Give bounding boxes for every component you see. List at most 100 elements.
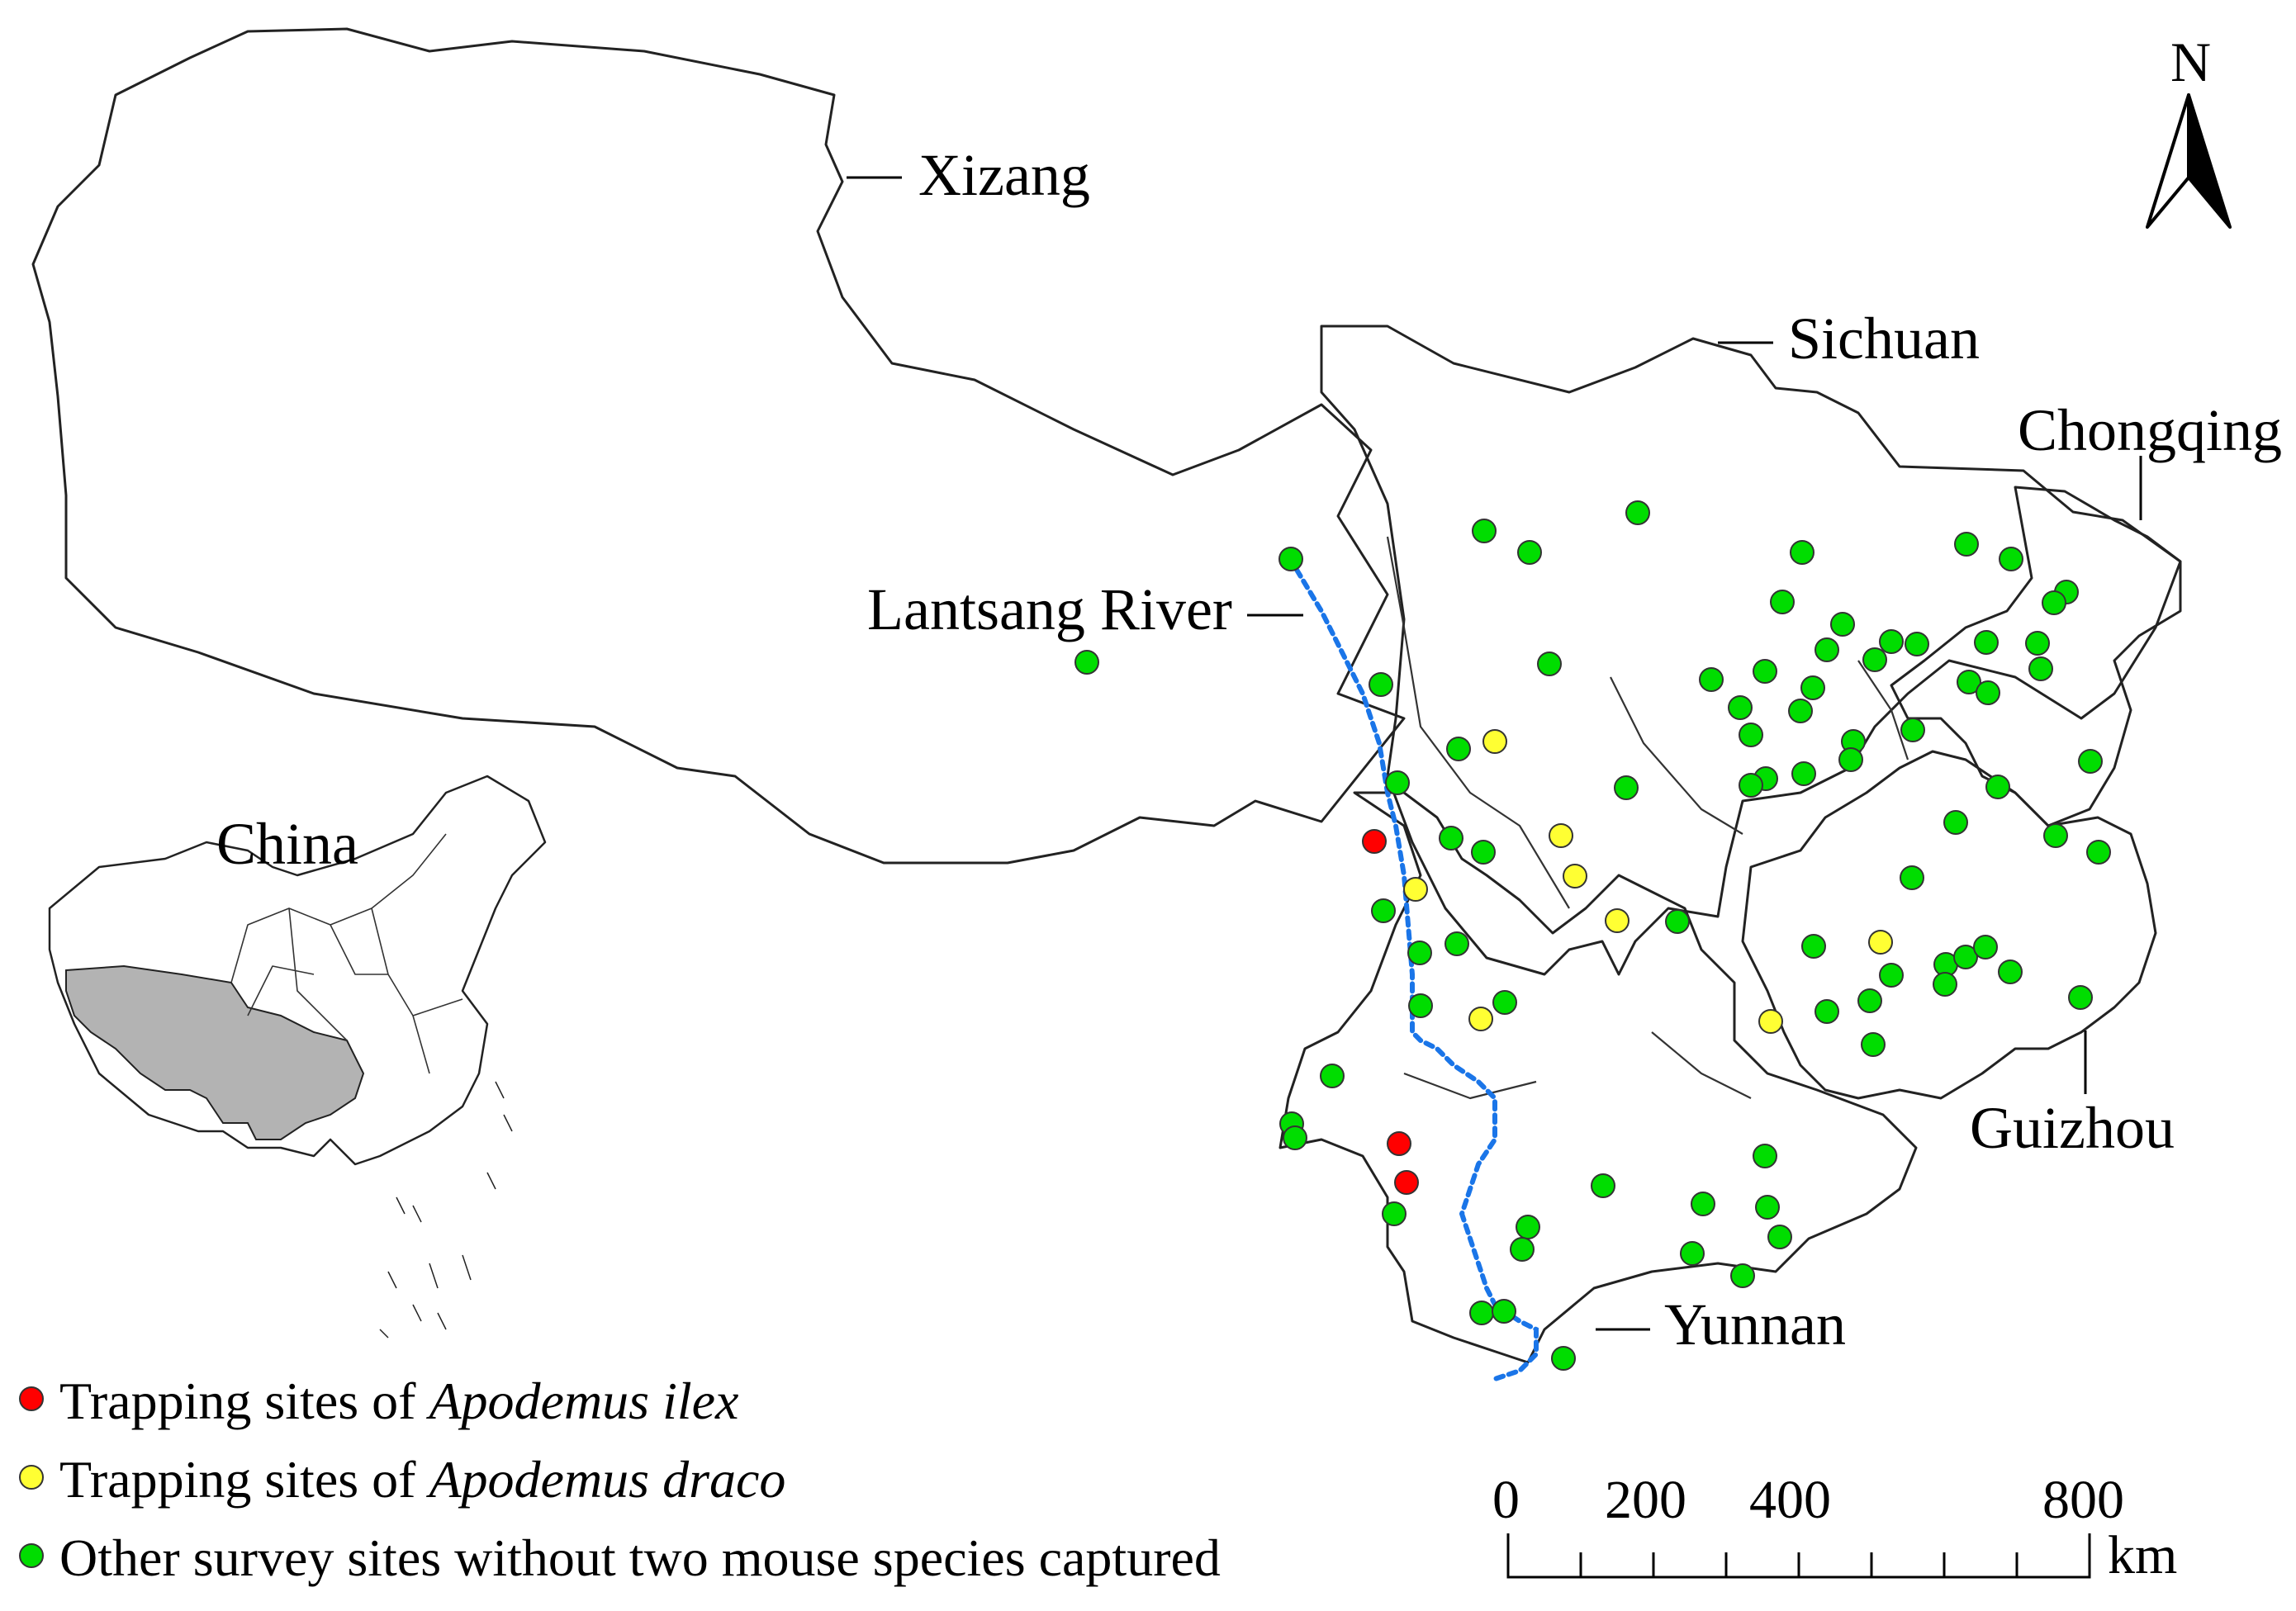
scale-bar-line xyxy=(1506,1533,2091,1579)
other-survey-site xyxy=(1492,1299,1516,1324)
highlight-region xyxy=(65,964,365,1140)
other-survey-site xyxy=(1320,1064,1345,1088)
other-survey-site xyxy=(1998,959,2023,984)
other-survey-site xyxy=(1753,1144,1777,1168)
other-survey-site xyxy=(1933,972,1957,997)
other-survey-site xyxy=(1739,723,1763,747)
xizang-boundary xyxy=(31,27,1406,865)
apodemus-ilex-site xyxy=(1394,1170,1419,1195)
other-survey-site xyxy=(1551,1346,1576,1371)
other-survey-site xyxy=(1382,1201,1407,1226)
other-survey-site xyxy=(1278,547,1303,571)
other-survey-site xyxy=(1879,963,1904,988)
other-survey-site xyxy=(1517,540,1542,565)
apodemus-draco-site xyxy=(1605,908,1629,933)
other-survey-site xyxy=(1510,1237,1535,1262)
sichuan-label: Sichuan xyxy=(1788,306,1980,372)
other-survey-site xyxy=(1861,1032,1886,1057)
other-survey-site xyxy=(1974,630,1999,655)
apodemus-draco-site xyxy=(1482,729,1507,754)
other-survey-site xyxy=(1739,773,1763,798)
other-survey-site xyxy=(1537,652,1562,676)
other-survey-site xyxy=(1283,1125,1307,1150)
legend-draco-species: Apodemus draco xyxy=(425,1450,785,1509)
north-arrow: N xyxy=(2146,31,2232,229)
scale-tick-800: 800 xyxy=(2042,1470,2124,1530)
other-survey-site xyxy=(1800,675,1825,700)
other-survey-site xyxy=(1767,1225,1792,1249)
ilex-sites-layer xyxy=(1362,829,1419,1195)
south-china-sea-islands xyxy=(379,1081,513,1339)
other-survey-site xyxy=(1815,637,1839,662)
other-survey-site xyxy=(1371,898,1396,923)
other-survey-site xyxy=(1730,1263,1755,1288)
other-survey-site xyxy=(2086,840,2111,865)
apodemus-draco-site xyxy=(1403,877,1428,902)
other-survey-site xyxy=(1815,999,1839,1024)
legend-draco-prefix: Trapping sites of xyxy=(59,1450,429,1509)
other-survey-site xyxy=(1838,747,1863,772)
other-survey-site xyxy=(1801,934,1826,959)
scale-tick-400: 400 xyxy=(1749,1470,1831,1530)
other-survey-site xyxy=(1074,650,1099,675)
guizhou-label: Guizhou xyxy=(1970,1095,2175,1161)
apodemus-ilex-site xyxy=(1362,829,1387,854)
other-survey-site xyxy=(1472,519,1497,543)
legend-ilex-prefix: Trapping sites of xyxy=(59,1372,429,1430)
other-survey-site xyxy=(1862,647,1887,672)
yunnan-boundary xyxy=(1278,791,1918,1364)
apodemus-draco-site xyxy=(1468,1007,1493,1031)
other-survey-site xyxy=(1591,1173,1615,1198)
other-survey-site xyxy=(1788,699,1813,723)
other-survey-site xyxy=(1665,909,1690,934)
other-survey-site xyxy=(1954,532,1979,557)
other-survey-site xyxy=(1943,810,1968,835)
other-survey-site xyxy=(1985,775,2010,799)
china-outline xyxy=(48,775,547,1166)
other-sites-layer xyxy=(1074,500,2111,1371)
other-survey-site xyxy=(1973,935,1998,959)
north-label: N xyxy=(2170,31,2211,93)
other-survey-site xyxy=(1770,590,1795,614)
other-survey-site xyxy=(1691,1192,1715,1216)
sichuan-boundary xyxy=(1320,325,2182,976)
internal-boundary xyxy=(1386,536,1909,1100)
other-survey-site xyxy=(1469,1301,1494,1325)
other-survey-site xyxy=(2078,749,2103,774)
legend-draco-text: Trapping sites of Apodemus draco xyxy=(59,1450,785,1509)
chongqing-label: Chongqing xyxy=(2018,397,2282,463)
other-survey-site xyxy=(1446,737,1471,761)
scale-tick-200: 200 xyxy=(1605,1470,1686,1530)
other-survey-site xyxy=(1625,500,1650,525)
legend: Trapping sites of Apodemus ilex Trapping… xyxy=(19,1372,1221,1587)
other-survey-site xyxy=(1790,540,1815,565)
other-survey-site xyxy=(1680,1241,1705,1266)
other-survey-site xyxy=(1953,945,1978,969)
xizang-label: Xizang xyxy=(918,142,1090,208)
apodemus-draco-site xyxy=(1549,823,1573,848)
legend-ilex-marker xyxy=(19,1386,44,1411)
scale-bar: 0 200 400 800 km xyxy=(1492,1470,2177,1585)
other-survey-site xyxy=(1999,547,2023,571)
other-survey-site xyxy=(1753,659,1777,684)
other-survey-site xyxy=(1857,988,1882,1013)
other-survey-site xyxy=(2028,656,2053,681)
other-survey-site xyxy=(1976,680,2000,705)
scale-unit: km xyxy=(2108,1525,2177,1585)
china-label: China xyxy=(216,811,358,877)
other-survey-site xyxy=(1791,761,1816,786)
lantsang-label: Lantsang River xyxy=(867,576,1232,642)
other-survey-site xyxy=(2042,590,2066,615)
apodemus-draco-site xyxy=(1758,1009,1783,1034)
other-survey-site xyxy=(1385,770,1410,795)
other-survey-site xyxy=(1905,632,1929,656)
legend-ilex-text: Trapping sites of Apodemus ilex xyxy=(59,1372,738,1430)
other-survey-site xyxy=(1444,931,1469,956)
other-survey-site xyxy=(1900,865,1924,890)
lantsang-river xyxy=(1294,567,1539,1381)
other-survey-site xyxy=(1492,990,1517,1015)
legend-ilex-species: Apodemus ilex xyxy=(425,1372,738,1430)
china-inset xyxy=(48,775,547,1339)
inset-provinces xyxy=(230,833,463,1074)
